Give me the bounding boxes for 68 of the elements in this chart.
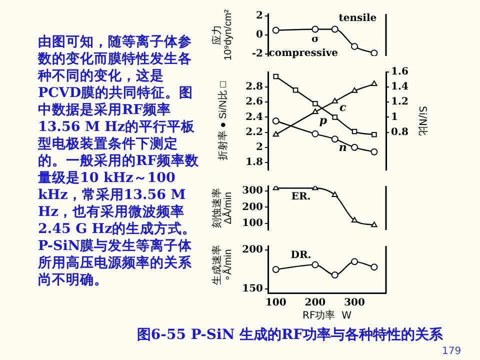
point <box>370 148 378 156</box>
point <box>312 26 319 33</box>
y-tick-label: 2 <box>256 142 264 153</box>
point <box>331 136 338 143</box>
annotation: ER. <box>291 192 311 203</box>
y-tick-label: 2 <box>256 10 264 22</box>
y2-tick-label: 1.6 <box>391 66 408 78</box>
y-tick-label: 100 <box>242 218 264 230</box>
series-label: n <box>338 140 347 154</box>
point <box>273 74 278 80</box>
point <box>312 101 318 106</box>
point <box>370 264 378 271</box>
point <box>332 114 338 120</box>
x-axis-title: RF功率 W <box>302 310 352 322</box>
y-tick-label: 2.2 <box>246 126 264 138</box>
annotation: DR. <box>290 250 312 261</box>
x-tick-label: 200 <box>304 298 326 309</box>
point <box>351 144 358 151</box>
point <box>371 80 378 86</box>
y-tick-label: 2.6 <box>246 96 264 108</box>
y-tick-label: -2 <box>252 48 264 60</box>
point <box>292 87 298 93</box>
point <box>351 217 358 223</box>
y2-axis-title: Si/N比 <box>416 106 428 136</box>
point <box>331 271 338 278</box>
point <box>312 261 319 268</box>
point <box>351 87 358 93</box>
y-axis-title: 刻蚀速率 ΔÅ/min <box>210 187 235 230</box>
y2-tick-label: 1.4 <box>391 82 408 93</box>
y2-tick-label: 1.2 <box>391 96 408 108</box>
y-tick-label: 0 <box>256 30 264 41</box>
annotation: compressive <box>268 48 338 60</box>
point <box>312 108 318 114</box>
y-tick-label: 150 <box>242 284 264 295</box>
point <box>352 128 358 134</box>
point <box>272 118 280 124</box>
y-axis-title: 生成速率 ∘Å/min <box>210 244 235 287</box>
y-tick-label: 2.8 <box>246 82 264 93</box>
point <box>351 258 358 266</box>
point <box>272 131 279 137</box>
y-axis-title: 折射率 ● Si/N比 □ <box>216 80 230 163</box>
y-tick-label: 2.4 <box>246 112 264 123</box>
point <box>312 130 319 138</box>
point <box>272 266 280 273</box>
point <box>370 50 378 56</box>
point <box>371 222 378 228</box>
text: 179 <box>442 346 462 357</box>
point <box>372 132 377 138</box>
y2-tick-label: 0.8 <box>391 126 408 138</box>
point <box>331 26 338 33</box>
point <box>332 191 338 197</box>
x-tick-label: 300 <box>344 298 366 309</box>
text: 图6-55 P-SiN 生成的RF功率与各种特性的关系 <box>136 326 444 344</box>
y-axis-title: 应力 10⁹dyn/cm² <box>210 8 235 62</box>
annotation: tensile <box>338 12 377 24</box>
point <box>351 42 358 50</box>
y-tick-label: 300 <box>242 185 264 196</box>
y2-tick-label: 1 <box>391 112 398 123</box>
point <box>332 98 338 104</box>
point <box>272 26 280 34</box>
text: 由图可知，随等离子体参数的变化而膜特性发生各种不同的变化，这是PCVD膜的共同特征。图中数据是采用RF频率13.56 M Hz的平行平板型电极装置条件下测定的。一般采用的RF频率数量级是10 kHz～100 kHz，常采用13.56 M Hz，也有采用微波频率2.45 G Hz的生成方式。P-SiN膜与发生等离子体所用高压电源频率的关系尚不明确。 <box>38 34 199 288</box>
y-tick-label: 200 <box>242 244 264 256</box>
series-label: p <box>319 114 328 127</box>
y-tick-label: 200 <box>242 202 264 213</box>
annotation: σ <box>312 34 319 45</box>
y-tick-label: 1.8 <box>246 157 264 168</box>
series-label: c <box>340 101 347 114</box>
x-tick-label: 100 <box>265 298 286 309</box>
